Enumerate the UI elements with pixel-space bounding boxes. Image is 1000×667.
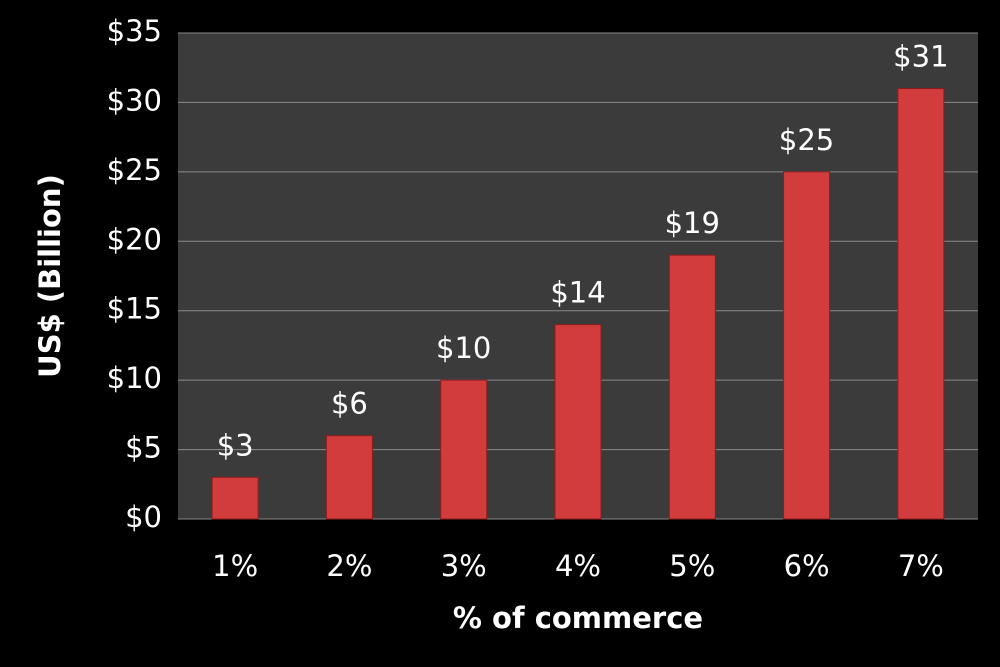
y-axis-title: US$ (Billion) xyxy=(33,174,67,378)
bar xyxy=(440,379,488,520)
y-tick-label: $10 xyxy=(107,361,162,395)
data-label: $25 xyxy=(779,123,834,157)
x-axis-title: % of commerce xyxy=(453,601,703,635)
y-tick-label: $25 xyxy=(107,153,162,187)
x-tick-label: 1% xyxy=(212,549,258,583)
y-tick-label: $30 xyxy=(107,83,162,117)
x-tick-label: 7% xyxy=(898,549,944,583)
bar xyxy=(554,324,602,520)
bar xyxy=(783,171,831,520)
bar xyxy=(211,476,259,520)
y-tick-label: $20 xyxy=(107,222,162,256)
x-tick-label: 4% xyxy=(555,549,601,583)
x-tick-label: 6% xyxy=(784,549,830,583)
bar xyxy=(668,254,716,520)
x-tick-label: 5% xyxy=(669,549,715,583)
bar xyxy=(325,435,373,520)
data-label: $3 xyxy=(217,428,254,462)
y-tick-label: $15 xyxy=(107,292,162,326)
y-tick-label: $0 xyxy=(125,500,162,534)
data-label: $10 xyxy=(436,331,491,365)
x-tick-label: 3% xyxy=(441,549,487,583)
x-tick-label: 2% xyxy=(326,549,372,583)
data-label: $6 xyxy=(331,387,368,421)
bar xyxy=(897,88,945,520)
y-tick-label: $35 xyxy=(107,14,162,48)
data-label: $19 xyxy=(665,206,720,240)
y-tick-label: $5 xyxy=(125,431,162,465)
data-label: $14 xyxy=(550,276,605,310)
data-label: $31 xyxy=(893,40,948,74)
